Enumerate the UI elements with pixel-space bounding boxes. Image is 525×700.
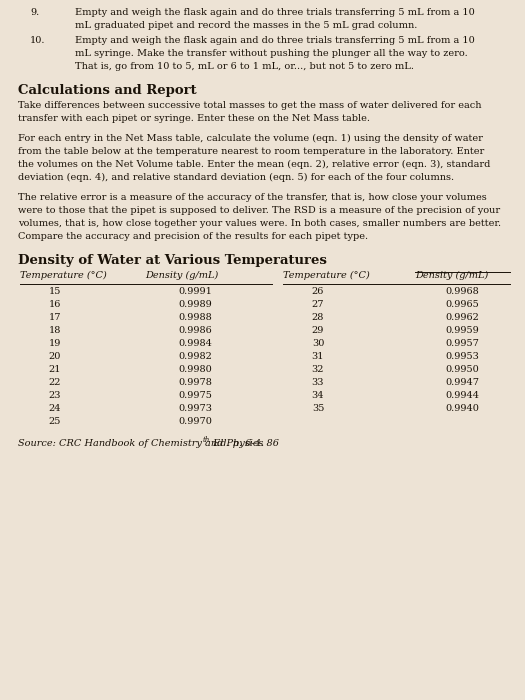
Text: 10.: 10. [30,36,46,45]
Text: 17: 17 [49,313,61,322]
Text: the volumes on the Net Volume table. Enter the mean (eqn. 2), relative error (eq: the volumes on the Net Volume table. Ent… [18,160,490,169]
Text: mL graduated pipet and record the masses in the 5 mL grad column.: mL graduated pipet and record the masses… [75,21,417,30]
Text: volumes, that is, how close together your values were. In both cases, smaller nu: volumes, that is, how close together you… [18,219,501,228]
Text: Compare the accuracy and precision of the results for each pipet type.: Compare the accuracy and precision of th… [18,232,368,241]
Text: 0.9957: 0.9957 [445,339,479,348]
Text: from the table below at the temperature nearest to room temperature in the labor: from the table below at the temperature … [18,147,484,156]
Text: were to those that the pipet is supposed to deliver. The RSD is a measure of the: were to those that the pipet is supposed… [18,206,500,215]
Text: transfer with each pipet or syringe. Enter these on the Net Mass table.: transfer with each pipet or syringe. Ent… [18,114,370,123]
Text: 0.9959: 0.9959 [445,326,479,335]
Text: 35: 35 [312,404,324,413]
Text: For each entry in the Net Mass table, calculate the volume (eqn. 1) using the de: For each entry in the Net Mass table, ca… [18,134,483,143]
Text: th: th [203,436,210,444]
Text: 34: 34 [312,391,324,400]
Text: 0.9978: 0.9978 [178,378,212,387]
Text: 19: 19 [49,339,61,348]
Text: Empty and weigh the flask again and do three trials transferring 5 mL from a 10: Empty and weigh the flask again and do t… [75,8,475,17]
Text: Density (g/mL): Density (g/mL) [145,271,218,280]
Text: 0.9991: 0.9991 [178,287,212,296]
Text: 26: 26 [312,287,324,296]
Text: Calculations and Report: Calculations and Report [18,84,197,97]
Text: 0.9970: 0.9970 [178,417,212,426]
Text: 28: 28 [312,313,324,322]
Text: 0.9986: 0.9986 [178,326,212,335]
Text: 0.9968: 0.9968 [445,287,479,296]
Text: 15: 15 [49,287,61,296]
Text: 0.9989: 0.9989 [178,300,212,309]
Text: 32: 32 [312,365,324,374]
Text: deviation (eqn. 4), and relative standard deviation (eqn. 5) for each of the fou: deviation (eqn. 4), and relative standar… [18,173,454,182]
Text: The relative error is a measure of the accuracy of the transfer, that is, how cl: The relative error is a measure of the a… [18,193,487,202]
Text: 23: 23 [49,391,61,400]
Text: 22: 22 [49,378,61,387]
Text: 18: 18 [49,326,61,335]
Text: 16: 16 [49,300,61,309]
Text: 24: 24 [49,404,61,413]
Text: 0.9975: 0.9975 [178,391,212,400]
Text: Temperature (°C): Temperature (°C) [283,271,370,280]
Text: 0.9947: 0.9947 [445,378,479,387]
Text: 31: 31 [312,352,324,361]
Text: 0.9988: 0.9988 [178,313,212,322]
Text: Take differences between successive total masses to get the mass of water delive: Take differences between successive tota… [18,101,481,110]
Text: Temperature (°C): Temperature (°C) [20,271,107,280]
Text: 0.9984: 0.9984 [178,339,212,348]
Text: 0.9944: 0.9944 [445,391,479,400]
Text: 0.9982: 0.9982 [178,352,212,361]
Text: 33: 33 [312,378,324,387]
Text: That is, go from 10 to 5, mL or 6 to 1 mL, or..., but not 5 to zero mL.: That is, go from 10 to 5, mL or 6 to 1 m… [75,62,414,71]
Text: 0.9962: 0.9962 [445,313,479,322]
Text: Density of Water at Various Temperatures: Density of Water at Various Temperatures [18,254,327,267]
Text: 20: 20 [49,352,61,361]
Text: 9.: 9. [30,8,39,17]
Text: Ed. p. 6-4.: Ed. p. 6-4. [210,439,264,448]
Text: Density (g/mL): Density (g/mL) [415,271,488,280]
Text: 27: 27 [312,300,324,309]
Text: 0.9953: 0.9953 [445,352,479,361]
Text: 21: 21 [49,365,61,374]
Text: 0.9973: 0.9973 [178,404,212,413]
Text: 0.9940: 0.9940 [445,404,479,413]
Text: 0.9980: 0.9980 [178,365,212,374]
Text: 30: 30 [312,339,324,348]
Text: mL syringe. Make the transfer without pushing the plunger all the way to zero.: mL syringe. Make the transfer without pu… [75,49,468,58]
Text: 29: 29 [312,326,324,335]
Text: 0.9965: 0.9965 [445,300,479,309]
Text: 25: 25 [49,417,61,426]
Text: Source: CRC Handbook of Chemistry and Physics 86: Source: CRC Handbook of Chemistry and Ph… [18,439,279,448]
Text: Empty and weigh the flask again and do three trials transferring 5 mL from a 10: Empty and weigh the flask again and do t… [75,36,475,45]
Text: 0.9950: 0.9950 [445,365,479,374]
